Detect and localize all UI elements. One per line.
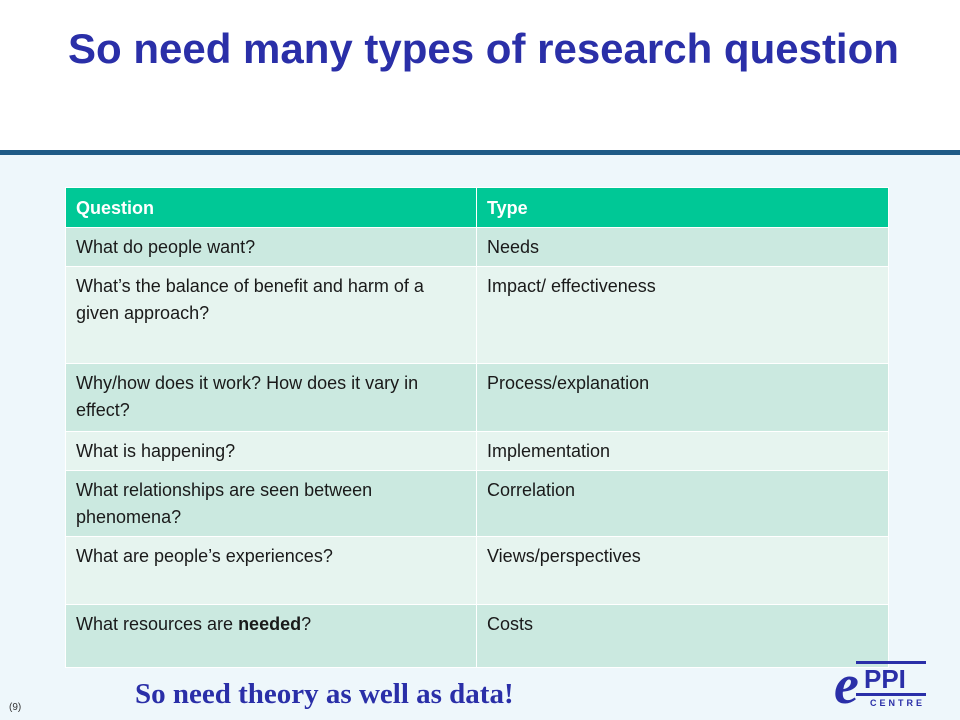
- slide-title: So need many types of research question: [68, 25, 899, 72]
- table-row: What is happening? Implementation: [65, 431, 889, 471]
- type-cell: Process/explanation: [476, 363, 889, 432]
- logo-subtext: CENTRE: [870, 698, 925, 708]
- title-divider: [0, 150, 960, 155]
- research-question-table: Question Type What do people want? Needs…: [65, 187, 889, 668]
- type-cell: Correlation: [476, 470, 889, 537]
- type-cell: Impact/ effectiveness: [476, 266, 889, 364]
- title-area: So need many types of research question: [0, 0, 960, 150]
- question-cell: What is happening?: [65, 431, 477, 471]
- table-row: What do people want? Needs: [65, 227, 889, 267]
- question-cell: Why/how does it work? How does it vary i…: [65, 363, 477, 432]
- logo-bar-top: [856, 661, 926, 664]
- question-text: What resources are: [76, 614, 239, 634]
- type-cell: Needs: [476, 227, 889, 267]
- question-cell: What relationships are seen between phen…: [65, 470, 477, 537]
- eppi-centre-logo: e PPI CENTRE: [834, 655, 926, 709]
- table-row: What are people’s experiences? Views/per…: [65, 536, 889, 605]
- logo-text: PPI: [864, 664, 906, 694]
- question-cell: What resources are needed?: [65, 604, 477, 668]
- header-question: Question: [65, 187, 477, 228]
- page-number: (9): [9, 702, 22, 713]
- question-mark: ?: [301, 614, 312, 634]
- footer-message: So need theory as well as data!: [135, 678, 514, 710]
- question-cell: What are people’s experiences?: [65, 536, 477, 605]
- question-cell: What’s the balance of benefit and harm o…: [65, 266, 477, 364]
- question-cell: What do people want?: [65, 227, 477, 267]
- table-row: What relationships are seen between phen…: [65, 470, 889, 537]
- type-cell: Costs: [476, 604, 889, 668]
- table-row: What resources are needed? Costs: [65, 604, 889, 668]
- logo-letter: e: [834, 655, 859, 709]
- emphasis-needed: needed: [238, 614, 302, 634]
- header-type: Type: [476, 187, 889, 228]
- logo-bar-bottom: [856, 693, 926, 696]
- type-cell: Views/perspectives: [476, 536, 889, 605]
- table-row: What’s the balance of benefit and harm o…: [65, 266, 889, 364]
- type-cell: Implementation: [476, 431, 889, 471]
- table-header-row: Question Type: [65, 187, 889, 228]
- table-row: Why/how does it work? How does it vary i…: [65, 363, 889, 432]
